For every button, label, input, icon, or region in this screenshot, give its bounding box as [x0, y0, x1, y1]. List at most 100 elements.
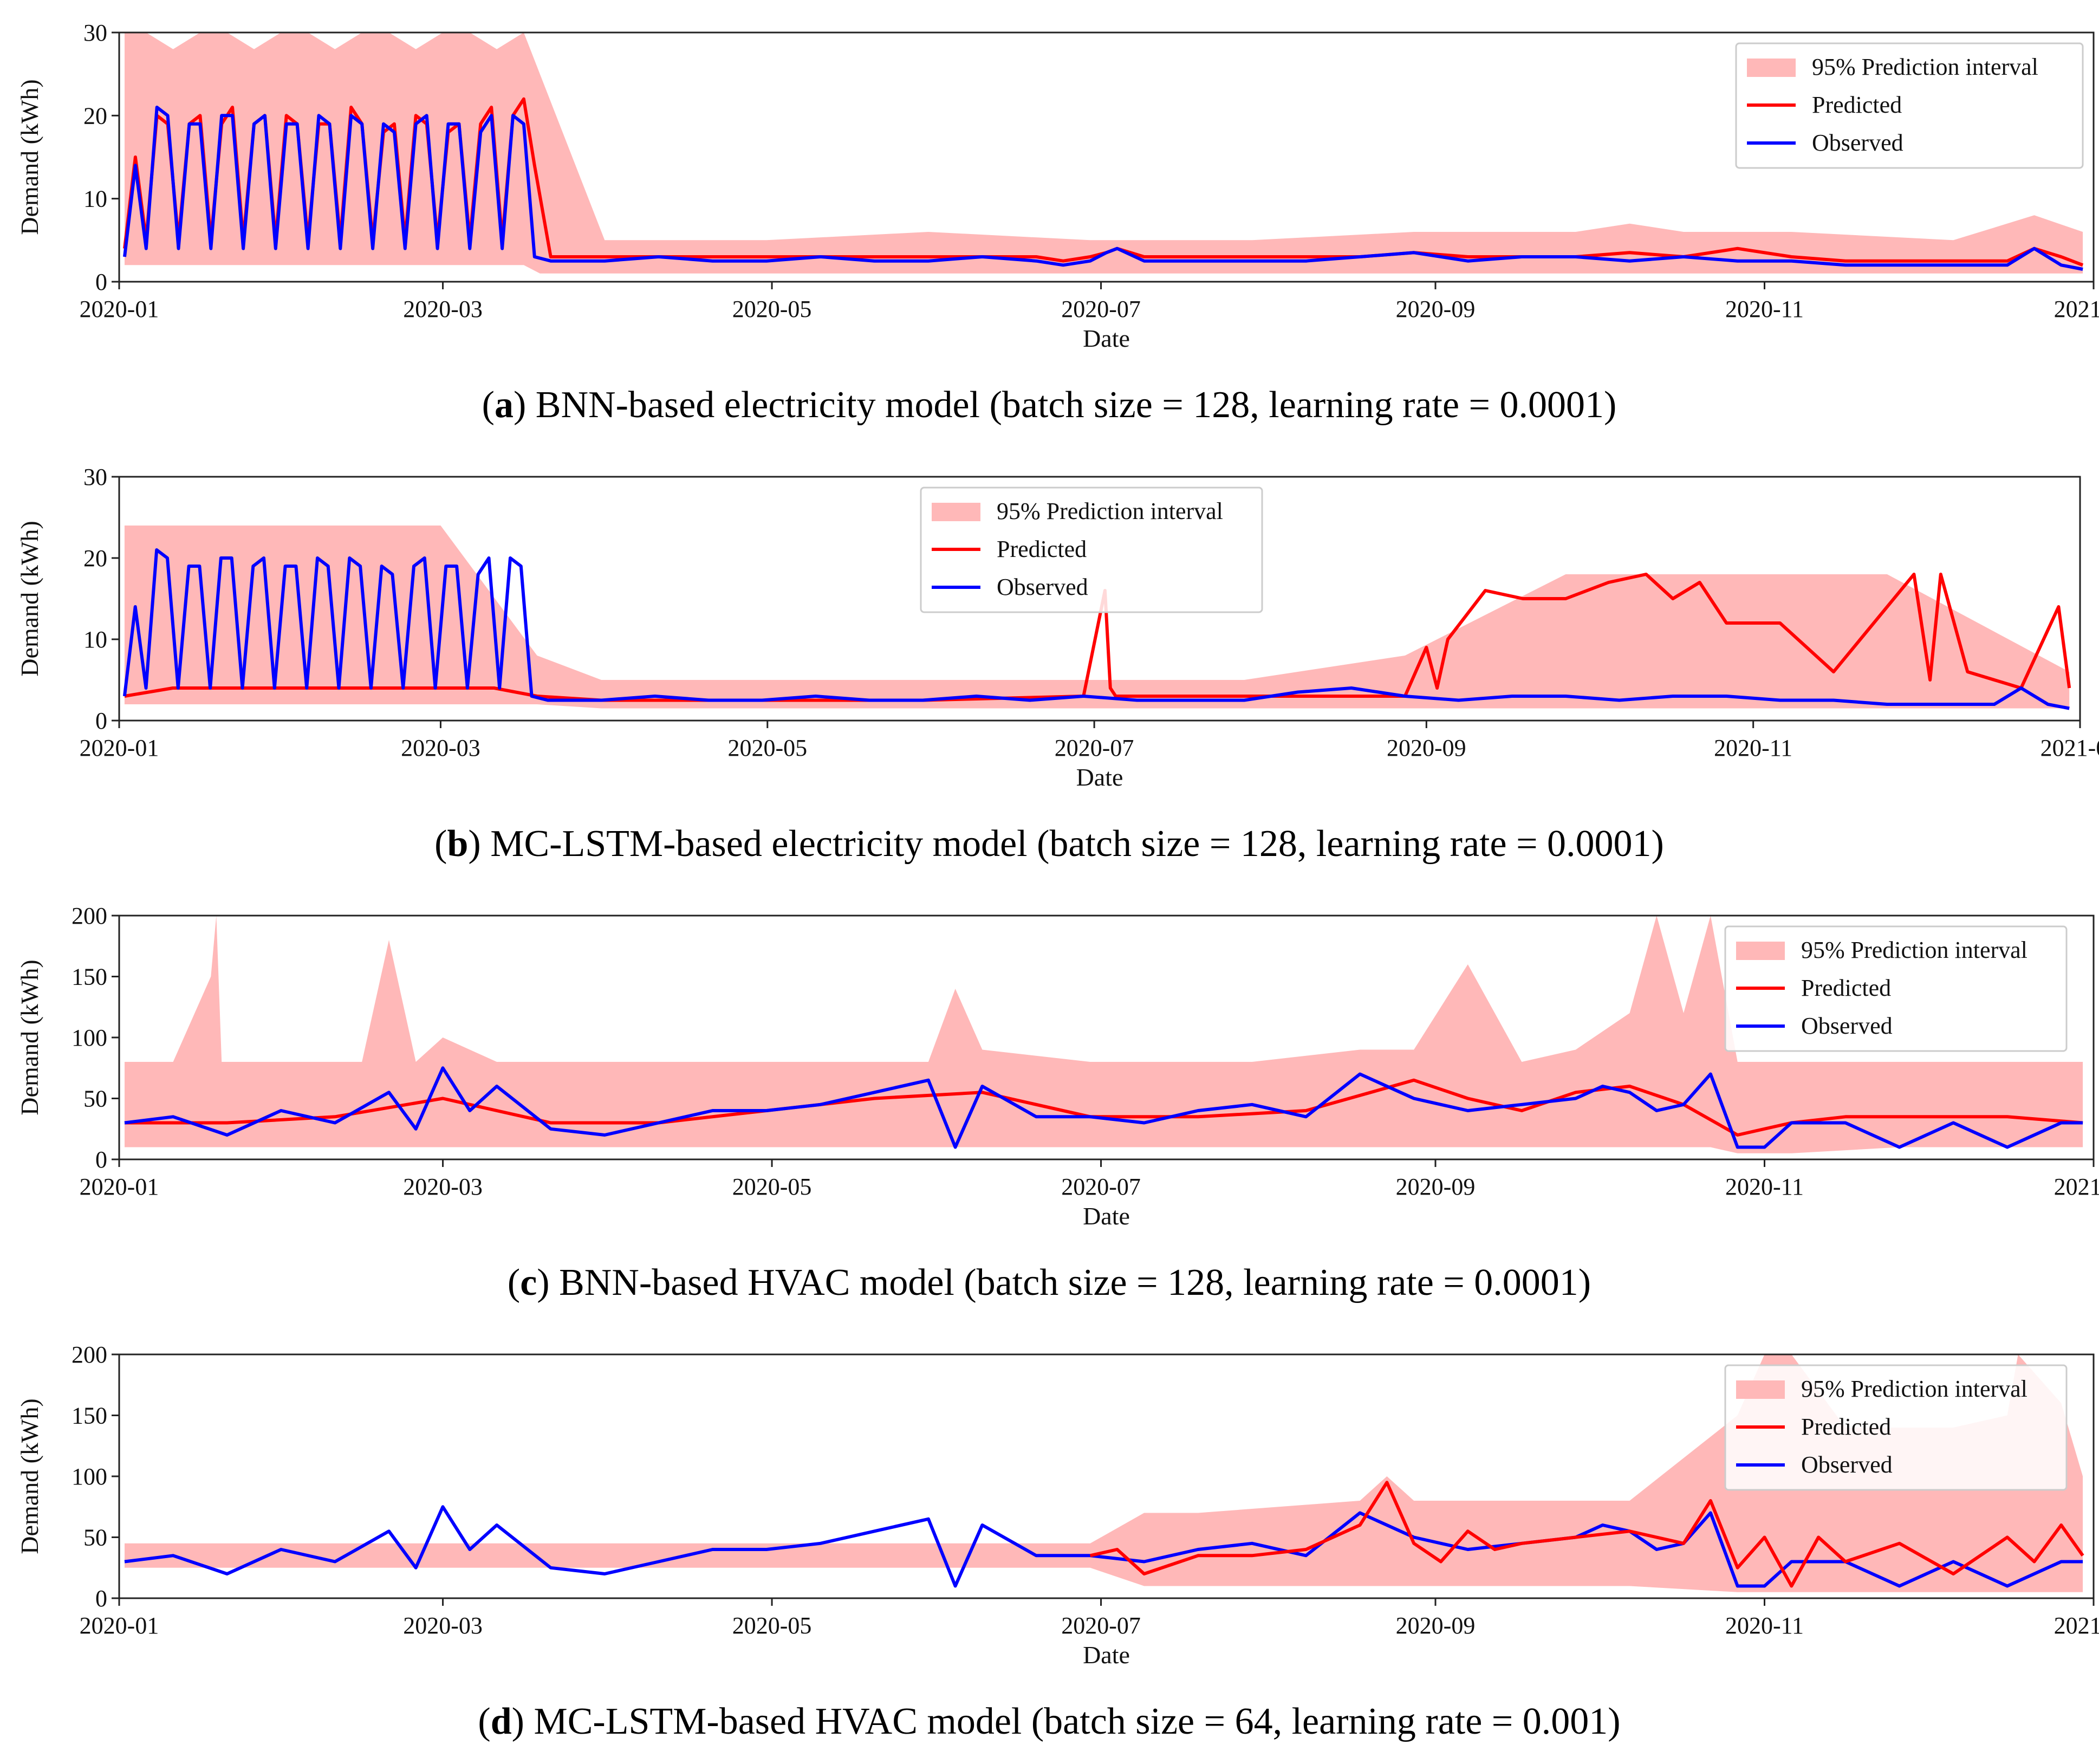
chart-panel-c: 0 50 100 150 200 2020-01 2020-03 2020-05 2020-07…: [16, 903, 2099, 1303]
y-tick-label: 10: [83, 626, 107, 653]
x-tick-label: 2020-07: [1061, 1173, 1141, 1200]
panel-letter: d: [491, 1701, 512, 1742]
prediction-interval-band: [124, 526, 2070, 709]
y-axis-label: Demand (kWh): [16, 959, 43, 1115]
y-tick-label: 0: [95, 708, 107, 734]
observed-line: [124, 1505, 2083, 1588]
x-tick-label: 2020-09: [1396, 1173, 1476, 1200]
predicted-line: [125, 1078, 2083, 1137]
x-tick-label: 2020-11: [1725, 1612, 1804, 1639]
x-tick-label: 2020-05: [727, 735, 807, 761]
x-tick-label: 2020-09: [1396, 1612, 1476, 1639]
x-tick-label: 2020-11: [1714, 735, 1792, 761]
x-tick-label: 2020-05: [732, 296, 812, 322]
x-axis-label: Date: [1083, 325, 1130, 352]
axes-frame: [118, 31, 2095, 283]
x-tick-label: 2020-11: [1725, 296, 1804, 322]
y-tick-label: 200: [72, 903, 107, 929]
chart-panel-d: 0 50 100 150 200 2020-01 2020-03 2020-05 2020-07…: [16, 1341, 2099, 1742]
x-tick-label: 2020-05: [732, 1173, 812, 1200]
y-tick-label: 20: [83, 545, 107, 572]
x-tick-label: 2020-05: [732, 1612, 812, 1639]
y-tick-label: 50: [83, 1086, 107, 1112]
y-axis-label: Demand (kWh): [16, 79, 43, 235]
x-tick-label: 2020-03: [403, 1173, 483, 1200]
legend-swatch-interval: [1736, 942, 1785, 960]
panel-letter: c: [520, 1262, 537, 1303]
prediction-interval-band: [125, 916, 2083, 1153]
legend-swatch-interval: [1747, 59, 1796, 77]
y-tick-label: 0: [95, 1146, 107, 1173]
x-tick-label: 2020-11: [1725, 1173, 1804, 1200]
x-tick-label: 2020-03: [401, 735, 480, 761]
legend-entry-label: 95% Prediction interval: [1801, 937, 2027, 963]
y-tick-label: 0: [95, 269, 107, 295]
legend-entry-label: Predicted: [997, 536, 1087, 562]
x-axis-label: Date: [1083, 1202, 1130, 1230]
legend-entry-label: Predicted: [1801, 1413, 1891, 1440]
legend-entry-label: Observed: [997, 574, 1088, 600]
panel-caption: (c) BNN-based HVAC model (batch size = 1…: [508, 1262, 1591, 1303]
x-tick-label: 2020-01: [80, 296, 159, 322]
legend-entry-label: Observed: [1801, 1013, 1893, 1039]
legend: 95% Prediction interval Predicted Observed: [1724, 925, 2068, 1052]
chart-panel-a: 0 10 20 30 2020-01 2020-03 2020-05 2020-07 2020-…: [16, 20, 2099, 426]
x-tick-label: 2020-07: [1061, 1612, 1141, 1639]
legend: 95% Prediction interval Predicted Observed: [920, 487, 1263, 613]
legend-box: [1735, 42, 2084, 169]
x-tick-label: 2021-01: [2054, 1612, 2099, 1639]
x-tick-label: 2020-01: [80, 735, 159, 761]
chart-panel-b: 0 10 20 30 2020-01 2020-03 2020-05 2020-07 2020-…: [16, 464, 2099, 865]
panel-caption: (b) MC-LSTM-based electricity model (bat…: [434, 823, 1664, 865]
prediction-interval-band: [125, 1354, 2083, 1592]
y-tick-label: 0: [95, 1585, 107, 1612]
y-tick-label: 20: [83, 102, 107, 129]
prediction-interval-band: [125, 33, 2083, 274]
legend-swatch-interval: [932, 503, 980, 521]
y-tick-label: 150: [72, 1403, 107, 1429]
y-tick-label: 200: [72, 1341, 107, 1368]
observed-line: [124, 1066, 2083, 1149]
legend-entry-label: 95% Prediction interval: [1812, 54, 2038, 80]
observed-line: [122, 548, 2070, 710]
panel-letter: a: [495, 384, 514, 426]
predicted-line: [1089, 1481, 2084, 1588]
panel-caption: (a) BNN-based electricity model (batch s…: [482, 384, 1617, 426]
y-axis-label: Demand (kWh): [16, 1398, 43, 1554]
legend: 95% Prediction interval Predicted Observed: [1724, 1364, 2068, 1491]
x-tick-label: 2020-07: [1055, 735, 1134, 761]
legend-entry-label: 95% Prediction interval: [997, 498, 1223, 524]
x-tick-label: 2021-01: [2040, 735, 2099, 761]
legend-box: [1724, 1364, 2068, 1491]
legend-entry-label: 95% Prediction interval: [1801, 1376, 2027, 1402]
legend-box: [920, 487, 1263, 613]
legend-entry-label: Predicted: [1812, 92, 1902, 118]
x-axis-label: Date: [1083, 1641, 1130, 1669]
legend-entry-label: Observed: [1812, 129, 1903, 156]
y-tick-label: 150: [72, 964, 107, 990]
x-tick-label: 2021-01: [2054, 296, 2099, 322]
x-tick-label: 2020-01: [80, 1173, 159, 1200]
x-tick-label: 2020-01: [80, 1612, 159, 1639]
y-axis-label: Demand (kWh): [16, 521, 43, 676]
panel-letter: b: [447, 823, 468, 865]
observed-line: [123, 106, 2083, 271]
y-tick-label: 100: [72, 1463, 107, 1490]
y-tick-label: 50: [83, 1525, 107, 1551]
x-tick-label: 2020-09: [1396, 296, 1476, 322]
axes-frame: [118, 476, 2081, 722]
legend-entry-label: Predicted: [1801, 975, 1891, 1001]
legend-box: [1724, 925, 2068, 1052]
x-tick-label: 2020-03: [403, 296, 483, 322]
x-tick-label: 2020-09: [1387, 735, 1466, 761]
x-tick-label: 2020-07: [1061, 296, 1141, 322]
legend: 95% Prediction interval Predicted Observed: [1735, 42, 2084, 169]
panel-caption: (d) MC-LSTM-based HVAC model (batch size…: [478, 1701, 1620, 1742]
x-tick-label: 2021-01: [2054, 1173, 2099, 1200]
legend-swatch-interval: [1736, 1380, 1785, 1399]
y-tick-label: 30: [83, 20, 107, 46]
y-tick-label: 10: [83, 186, 107, 212]
y-tick-label: 100: [72, 1024, 107, 1051]
predicted-line: [124, 573, 2071, 702]
